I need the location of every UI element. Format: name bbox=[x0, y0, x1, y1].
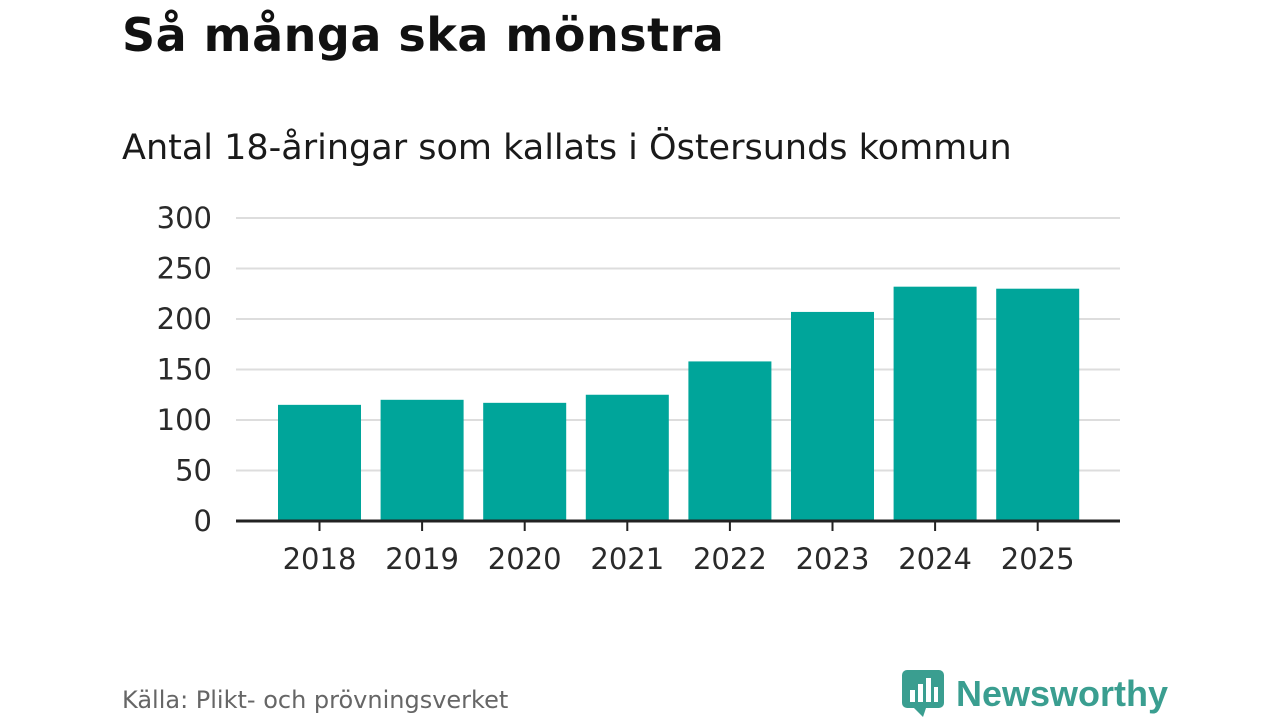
bar bbox=[278, 404, 361, 521]
x-tick-label: 2025 bbox=[1001, 542, 1075, 576]
y-tick-label: 250 bbox=[157, 252, 212, 286]
source-note: Källa: Plikt- och prövningsverket bbox=[122, 686, 509, 714]
bar bbox=[893, 286, 977, 521]
x-axis-ticks: 2018 2019 2020 2021 2022 2023 2024 2025 bbox=[283, 521, 1075, 576]
y-tick-label: 0 bbox=[194, 504, 212, 538]
x-tick-label: 2022 bbox=[693, 542, 767, 576]
y-tick-label: 100 bbox=[157, 403, 212, 437]
x-tick-label: 2024 bbox=[898, 542, 972, 576]
grid-lines bbox=[236, 217, 1120, 472]
x-tick-label: 2021 bbox=[590, 542, 664, 576]
bar bbox=[483, 402, 567, 521]
y-tick-label: 200 bbox=[157, 302, 212, 336]
y-axis-ticks: 0 50 100 150 200 250 300 bbox=[157, 201, 212, 538]
chart-subtitle: Antal 18-åringar som kallats i Östersund… bbox=[122, 128, 1012, 168]
y-tick-label: 150 bbox=[157, 353, 212, 387]
x-tick-label: 2019 bbox=[385, 542, 459, 576]
x-tick-label: 2020 bbox=[488, 542, 562, 576]
bar bbox=[791, 311, 874, 521]
bar bbox=[585, 394, 669, 521]
brand-name: Newsworthy bbox=[956, 673, 1169, 714]
bar bbox=[688, 361, 772, 521]
newsworthy-logo-icon bbox=[902, 670, 944, 717]
bar bbox=[380, 399, 464, 521]
x-tick-label: 2023 bbox=[796, 542, 870, 576]
bar bbox=[996, 288, 1080, 521]
chart-title: Så många ska mönstra bbox=[122, 8, 725, 62]
y-tick-label: 50 bbox=[175, 454, 212, 488]
x-tick-label: 2018 bbox=[283, 542, 357, 576]
brand-logo: Newsworthy bbox=[902, 670, 1168, 718]
y-tick-label: 300 bbox=[157, 201, 212, 235]
bars bbox=[278, 286, 1080, 521]
